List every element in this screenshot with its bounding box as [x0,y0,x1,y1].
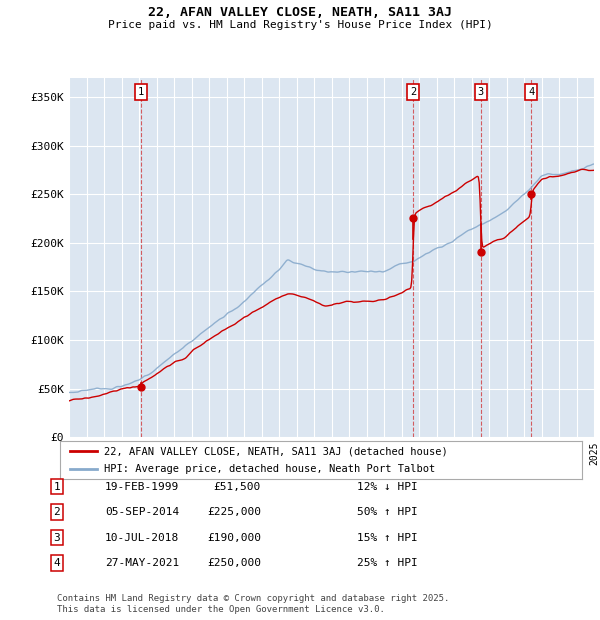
Text: 22, AFAN VALLEY CLOSE, NEATH, SA11 3AJ: 22, AFAN VALLEY CLOSE, NEATH, SA11 3AJ [148,6,452,19]
Text: 19-FEB-1999: 19-FEB-1999 [105,482,179,492]
Text: HPI: Average price, detached house, Neath Port Talbot: HPI: Average price, detached house, Neat… [104,464,436,474]
Text: 25% ↑ HPI: 25% ↑ HPI [357,558,418,568]
Text: 4: 4 [53,558,61,568]
Text: 50% ↑ HPI: 50% ↑ HPI [357,507,418,517]
Text: 3: 3 [478,87,484,97]
Text: 2: 2 [53,507,61,517]
Text: Price paid vs. HM Land Registry's House Price Index (HPI): Price paid vs. HM Land Registry's House … [107,20,493,30]
Text: £190,000: £190,000 [207,533,261,542]
Text: 27-MAY-2021: 27-MAY-2021 [105,558,179,568]
Text: 3: 3 [53,533,61,542]
Text: £250,000: £250,000 [207,558,261,568]
Text: 12% ↓ HPI: 12% ↓ HPI [357,482,418,492]
Text: 22, AFAN VALLEY CLOSE, NEATH, SA11 3AJ (detached house): 22, AFAN VALLEY CLOSE, NEATH, SA11 3AJ (… [104,446,448,456]
Text: £225,000: £225,000 [207,507,261,517]
Text: 1: 1 [138,87,144,97]
Text: Contains HM Land Registry data © Crown copyright and database right 2025.
This d: Contains HM Land Registry data © Crown c… [57,595,449,614]
Text: 4: 4 [528,87,535,97]
Text: 05-SEP-2014: 05-SEP-2014 [105,507,179,517]
Text: 2: 2 [410,87,416,97]
Text: 1: 1 [53,482,61,492]
Text: 15% ↑ HPI: 15% ↑ HPI [357,533,418,542]
Text: £51,500: £51,500 [214,482,261,492]
Text: 10-JUL-2018: 10-JUL-2018 [105,533,179,542]
